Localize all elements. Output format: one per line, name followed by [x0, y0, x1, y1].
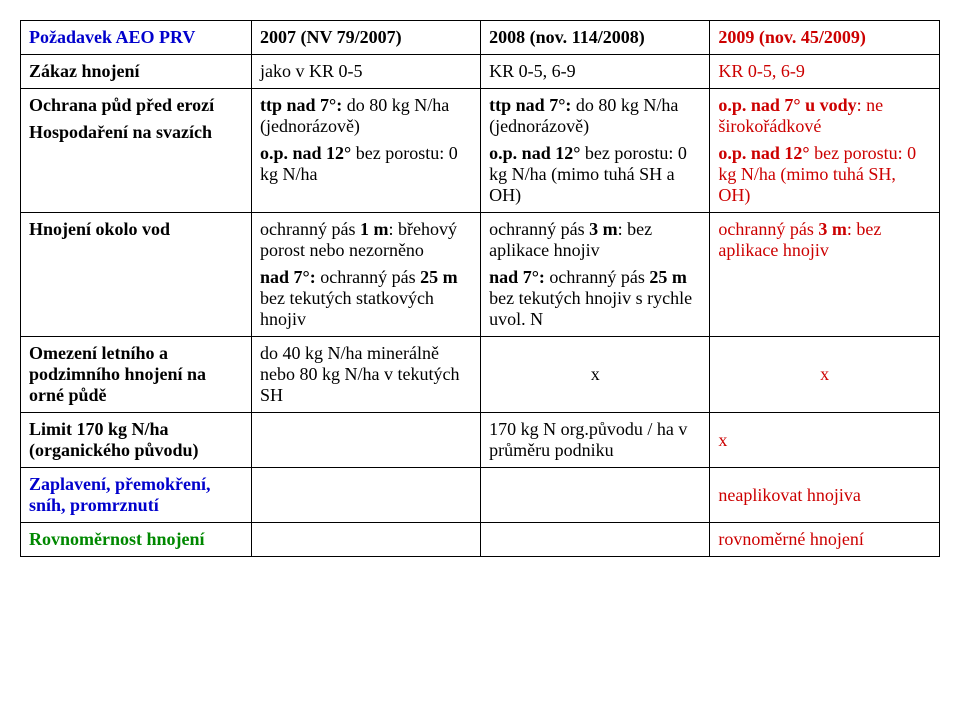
ochrana-2007-l2-pre: o.p. nad 12°	[260, 143, 351, 163]
aeo-prv-table: Požadavek AEO PRV 2007 (NV 79/2007) 2008…	[20, 20, 940, 557]
label-rovnomernost: Rovnoměrnost hnojení	[21, 523, 252, 557]
cell-omezeni-2007: do 40 kg N/ha minerálně nebo 80 kg N/ha …	[251, 337, 480, 413]
hv-2007-l2-tail: bez tekutých statkových hnojiv	[260, 288, 434, 329]
ochrana-2008-l1-pre: ttp nad 7°:	[489, 95, 571, 115]
label-zaplaveni: Zaplavení, přemokření, sníh, promrznutí	[21, 468, 252, 523]
hv-2008-l1-b: 3 m	[589, 219, 618, 239]
hv-2007-l2-pre: nad 7°:	[260, 267, 316, 287]
cell-hnojeni-vod-2009-l1: ochranný pás 3 m: bez aplikace hnojiv	[718, 219, 931, 261]
label-ochrana-pud-l1: Ochrana půd před erozí	[29, 95, 243, 116]
cell-ochrana-2007-l2: o.p. nad 12° bez porostu: 0 kg N/ha	[260, 143, 472, 185]
header-pozadavek: Požadavek AEO PRV	[21, 21, 252, 55]
hv-2009-l1-b: 3 m	[818, 219, 847, 239]
cell-zaplaveni-2009: neaplikovat hnojiva	[710, 468, 940, 523]
cell-hnojeni-vod-2008: ochranný pás 3 m: bez aplikace hnojiv na…	[481, 213, 710, 337]
cell-hnojeni-vod-2007-l1: ochranný pás 1 m: břehový porost nebo ne…	[260, 219, 472, 261]
hv-2008-l2-post: ochranný pás	[545, 267, 649, 287]
cell-hnojeni-vod-2007: ochranný pás 1 m: břehový porost nebo ne…	[251, 213, 480, 337]
cell-hnojeni-vod-2007-l2: nad 7°: ochranný pás 25 m bez tekutých s…	[260, 267, 472, 330]
label-ochrana-pud: Ochrana půd před erozí Hospodaření na sv…	[21, 89, 252, 213]
cell-omezeni-2008: x	[481, 337, 710, 413]
hv-2008-l1-pre: ochranný pás	[489, 219, 589, 239]
ochrana-2009-l1-pre: o.p. nad 7° u vody	[718, 95, 856, 115]
row-zaplaveni: Zaplavení, přemokření, sníh, promrznutí …	[21, 468, 940, 523]
row-zakaz-hnojeni: Zákaz hnojení jako v KR 0-5 KR 0-5, 6-9 …	[21, 55, 940, 89]
label-ochrana-pud-l2: Hospodaření na svazích	[29, 122, 243, 143]
label-limit: Limit 170 kg N/ha (organického původu)	[21, 413, 252, 468]
cell-rovnomernost-2008	[481, 523, 710, 557]
row-omezeni: Omezení letního a podzimního hnojení na …	[21, 337, 940, 413]
cell-rovnomernost-2009: rovnoměrné hnojení	[710, 523, 940, 557]
cell-zakaz-2009: KR 0-5, 6-9	[710, 55, 940, 89]
cell-hnojeni-vod-2009: ochranný pás 3 m: bez aplikace hnojiv	[710, 213, 940, 337]
ochrana-2008-l2-pre: o.p. nad 12°	[489, 143, 580, 163]
label-hnojeni-vod: Hnojení okolo vod	[21, 213, 252, 337]
hv-2007-l2-post: ochranný pás	[316, 267, 420, 287]
cell-hnojeni-vod-2008-l2: nad 7°: ochranný pás 25 m bez tekutých h…	[489, 267, 701, 330]
cell-ochrana-2007: ttp nad 7°: do 80 kg N/ha (jednorázově) …	[251, 89, 480, 213]
cell-limit-2008: 170 kg N org.původu / ha v průměru podni…	[481, 413, 710, 468]
cell-zaplaveni-2008	[481, 468, 710, 523]
row-rovnomernost: Rovnoměrnost hnojení rovnoměrné hnojení	[21, 523, 940, 557]
hv-2007-l2-b: 25 m	[420, 267, 458, 287]
hv-2008-l2-pre: nad 7°:	[489, 267, 545, 287]
header-2009: 2009 (nov. 45/2009)	[710, 21, 940, 55]
cell-ochrana-2009-l2: o.p. nad 12° bez porostu: 0 kg N/ha (mim…	[718, 143, 931, 206]
hv-2007-l1-b: 1 m	[360, 219, 389, 239]
cell-hnojeni-vod-2008-l1: ochranný pás 3 m: bez aplikace hnojiv	[489, 219, 701, 261]
row-ochrana-pud: Ochrana půd před erozí Hospodaření na sv…	[21, 89, 940, 213]
hv-2007-l1-pre: ochranný pás	[260, 219, 360, 239]
cell-rovnomernost-2007	[251, 523, 480, 557]
cell-zakaz-2007: jako v KR 0-5	[251, 55, 480, 89]
ochrana-2007-l1-pre: ttp nad 7°:	[260, 95, 342, 115]
cell-zakaz-2008: KR 0-5, 6-9	[481, 55, 710, 89]
header-2007: 2007 (NV 79/2007)	[251, 21, 480, 55]
cell-ochrana-2008-l2: o.p. nad 12° bez porostu: 0 kg N/ha (mim…	[489, 143, 701, 206]
table-header-row: Požadavek AEO PRV 2007 (NV 79/2007) 2008…	[21, 21, 940, 55]
cell-ochrana-2008: ttp nad 7°: do 80 kg N/ha (jednorázově) …	[481, 89, 710, 213]
cell-ochrana-2007-l1: ttp nad 7°: do 80 kg N/ha (jednorázově)	[260, 95, 472, 137]
hv-2009-l1-pre: ochranný pás	[718, 219, 818, 239]
row-limit: Limit 170 kg N/ha (organického původu) 1…	[21, 413, 940, 468]
ochrana-2009-l2-pre: o.p. nad 12°	[718, 143, 809, 163]
label-zakaz-hnojeni: Zákaz hnojení	[21, 55, 252, 89]
cell-omezeni-2009: x	[710, 337, 940, 413]
cell-zaplaveni-2007	[251, 468, 480, 523]
hv-2008-l2-b: 25 m	[649, 267, 687, 287]
cell-ochrana-2009-l1: o.p. nad 7° u vody: ne širokořádkové	[718, 95, 931, 137]
label-omezeni: Omezení letního a podzimního hnojení na …	[21, 337, 252, 413]
cell-ochrana-2008-l1: ttp nad 7°: do 80 kg N/ha (jednorázově)	[489, 95, 701, 137]
hv-2008-l2-tail: bez tekutých hnojiv s rychle uvol. N	[489, 288, 692, 329]
cell-limit-2009: x	[710, 413, 940, 468]
header-2008: 2008 (nov. 114/2008)	[481, 21, 710, 55]
cell-ochrana-2009: o.p. nad 7° u vody: ne širokořádkové o.p…	[710, 89, 940, 213]
row-hnojeni-vod: Hnojení okolo vod ochranný pás 1 m: břeh…	[21, 213, 940, 337]
cell-limit-2007	[251, 413, 480, 468]
